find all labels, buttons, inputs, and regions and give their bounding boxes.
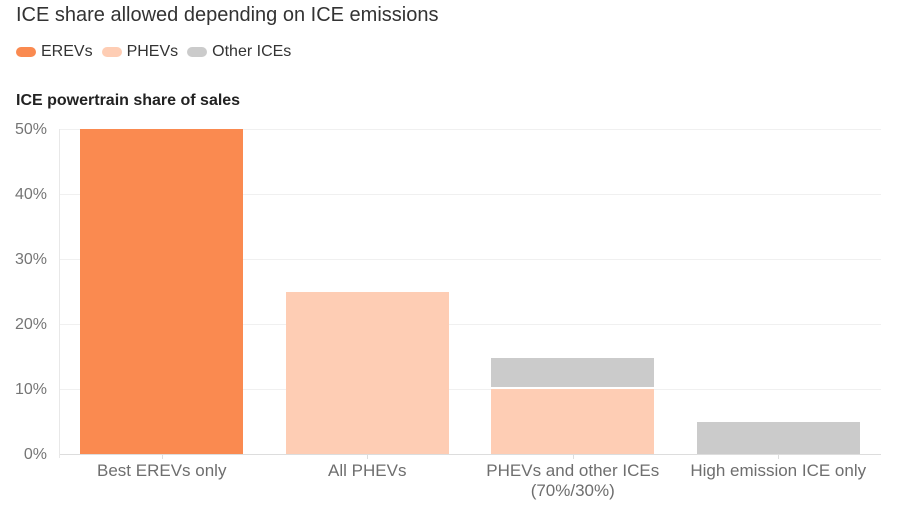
legend: EREVs PHEVs Other ICEs (16, 43, 291, 61)
x-tick-phevs-and-other-ices-70-30 (572, 455, 574, 459)
legend-item-other-ices: Other ICEs (187, 43, 291, 61)
bar-segment-best-erevs-only-erevs (80, 129, 244, 454)
gridline-40 (59, 194, 881, 195)
y-tick-label-20: 20% (14, 316, 47, 333)
chart-title: ICE share allowed depending on ICE emiss… (16, 4, 439, 26)
gridline-10 (59, 389, 881, 390)
y-axis-line (59, 129, 60, 458)
y-tick-label-10: 10% (14, 381, 47, 398)
gridline-20 (59, 324, 881, 325)
bar-segment-phevs-and-other-ices-70-30-other-ices (491, 357, 655, 387)
x-category-label-high-emission-ice-only: High emission ICE only (690, 461, 867, 480)
x-category-label-phevs-and-other-ices-70-30: PHEVs and other ICEs (70%/30%) (486, 461, 660, 500)
x-category-label-all-phevs: All PHEVs (328, 461, 407, 480)
legend-swatch-erevs (16, 47, 36, 57)
legend-label-phevs: PHEVs (126, 43, 179, 60)
bar-segment-high-emission-ice-only-other-ices (696, 421, 860, 454)
gridline-30 (59, 259, 881, 260)
legend-item-phevs: PHEVs (101, 43, 179, 61)
y-tick-label-50: 50% (14, 121, 47, 138)
gridline-50 (59, 129, 881, 130)
legend-label-erevs: EREVs (41, 43, 93, 60)
y-tick-label-30: 30% (14, 251, 47, 268)
legend-swatch-phevs (101, 47, 122, 57)
x-tick-best-erevs-only (161, 455, 163, 459)
x-tick-high-emission-ice-only (778, 455, 780, 459)
y-axis-title: ICE powertrain share of sales (16, 92, 241, 109)
y-tick-label-40: 40% (14, 186, 47, 203)
x-tick-all-phevs (367, 455, 369, 459)
legend-item-erevs: EREVs (16, 43, 93, 61)
y-tick-label-0: 0% (23, 446, 47, 463)
x-category-label-best-erevs-only: Best EREVs only (97, 461, 227, 480)
legend-swatch-other-ices (187, 47, 208, 57)
legend-label-other-ices: Other ICEs (212, 43, 292, 60)
bar-segment-all-phevs-phevs (285, 291, 449, 454)
bar-segment-phevs-and-other-ices-70-30-phevs (491, 389, 655, 454)
gridline-0 (59, 454, 881, 455)
